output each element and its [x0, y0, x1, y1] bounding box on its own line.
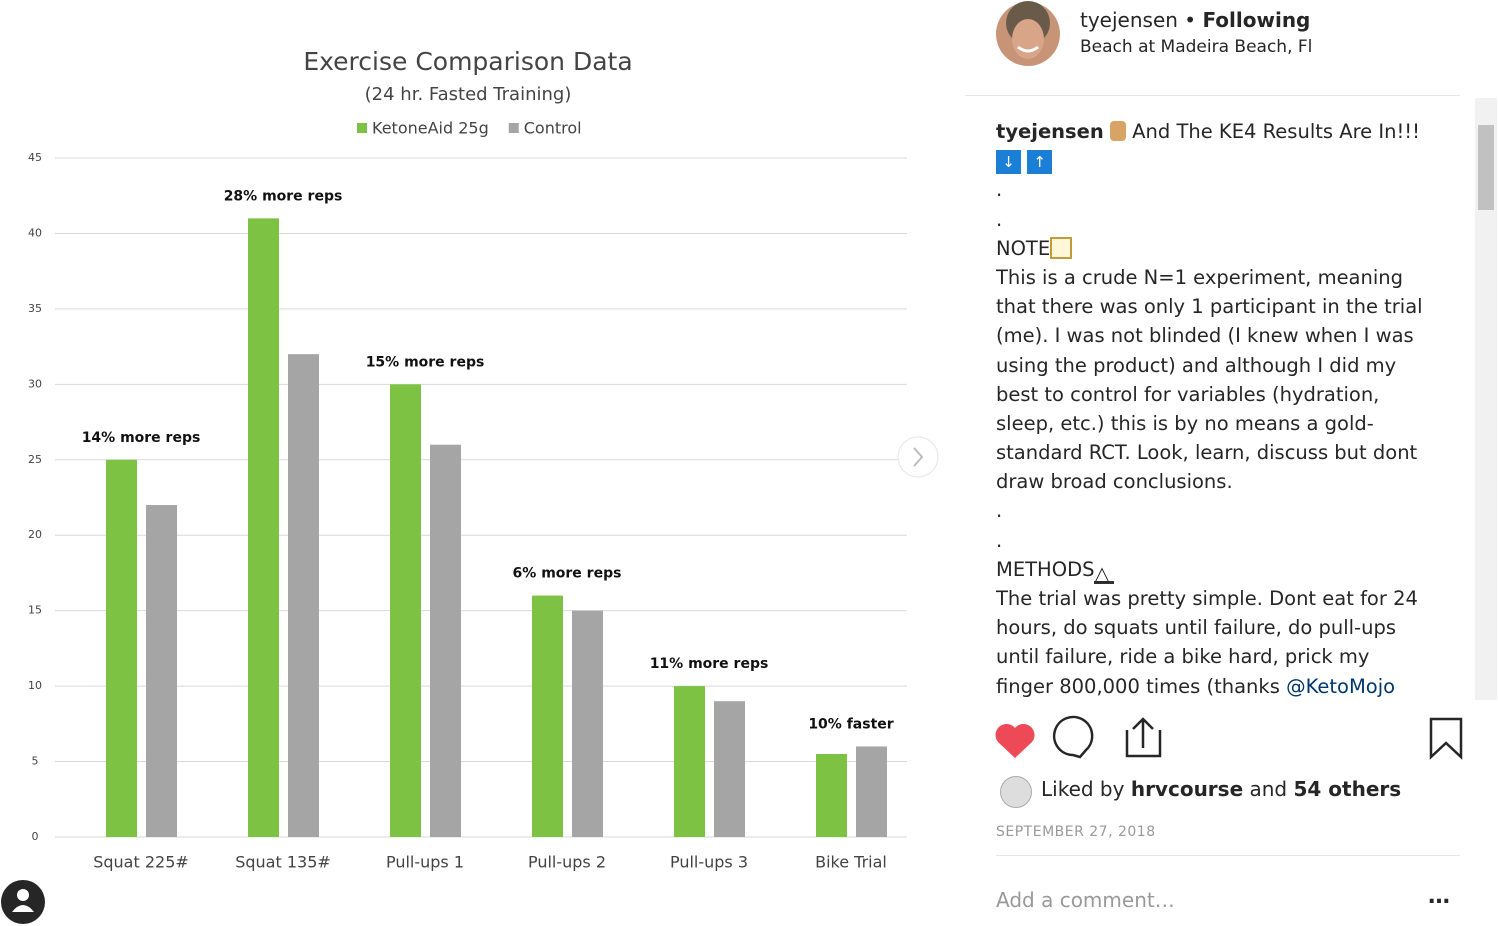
date[interactable]: SEPTEMBER 27, 2018	[996, 824, 1156, 840]
bar	[106, 459, 137, 837]
y-tick-label: 40	[28, 226, 42, 239]
caption-line: (me). I was not blinded (I knew when I w…	[996, 324, 1414, 348]
x-tick-label: Squat 135#	[235, 853, 331, 872]
caption-line: best to control for variables (hydration…	[996, 382, 1380, 406]
chart: Exercise Comparison Data (24 hr. Fasted …	[1, 47, 939, 924]
post-panel: tyejensen • Following Beach at Madeira B…	[965, 0, 1498, 926]
dot: .	[996, 207, 1003, 231]
caption-line: finger 800,000 times (thanks @KetoMojo	[996, 672, 1471, 699]
caption-line: until failure, ride a bike hard, prick m…	[996, 645, 1370, 669]
y-tick-label: 5	[32, 755, 39, 768]
y-tick-label: 35	[28, 302, 42, 315]
methods-heading: METHODS	[996, 557, 1095, 581]
emoji: ↑	[1027, 149, 1053, 174]
likes-prefix: Liked by	[1041, 777, 1125, 801]
caption-line: standard RCT. Look, learn, discuss but d…	[996, 441, 1418, 465]
dot: .	[996, 528, 1003, 552]
avatar[interactable]	[994, 1, 1062, 69]
annotation: 15% more reps	[366, 354, 485, 370]
x-tick-label: Pull-ups 1	[386, 853, 464, 872]
caption-line: finger 800,000 times (thanks	[996, 674, 1280, 698]
legend-swatch	[357, 123, 367, 133]
divider	[996, 855, 1460, 856]
x-tick-label: Pull-ups 2	[528, 853, 606, 872]
y-tick-label: 15	[28, 604, 42, 617]
liker[interactable]: hrvcourse	[1130, 777, 1244, 801]
like-button[interactable]	[995, 723, 1035, 758]
annotation: 28% more reps	[224, 188, 343, 204]
bar	[674, 686, 705, 837]
dot: .	[996, 499, 1003, 523]
bar	[390, 384, 421, 837]
emoji	[1109, 121, 1126, 141]
bar	[856, 746, 887, 837]
caption-line: that there was only 1 participant in the…	[996, 295, 1423, 319]
bar	[816, 754, 847, 837]
user-tag-button[interactable]	[1, 880, 45, 924]
x-tick-label: Squat 225#	[93, 853, 189, 872]
caption-line: The trial was pretty simple. Dont eat fo…	[996, 587, 1418, 610]
caption: tyejensen And The KE4 Results Are In!!! …	[996, 117, 1471, 699]
caption-author[interactable]: tyejensen	[996, 120, 1104, 143]
chart-title: Exercise Comparison Data	[303, 47, 632, 76]
author[interactable]: tyejensen	[1080, 8, 1178, 32]
caption-line: hours, do squats until failure, do pull-…	[996, 616, 1396, 640]
x-tick-label: Pull-ups 3	[670, 853, 748, 872]
scrollbar[interactable]	[1475, 98, 1497, 700]
liker-avatar[interactable]	[1000, 776, 1032, 808]
annotation: 6% more reps	[513, 566, 622, 582]
comment-input[interactable]: Add a comment…	[996, 888, 1175, 912]
comment-button[interactable]	[1052, 715, 1094, 759]
note-heading: NOTE	[996, 236, 1051, 260]
next-button[interactable]	[897, 436, 939, 478]
bar	[288, 354, 319, 837]
dot: .	[996, 178, 1003, 202]
emoji: △	[1094, 559, 1115, 585]
likes-middle: and	[1249, 777, 1288, 801]
separator: •	[1184, 8, 1197, 32]
bar	[248, 218, 279, 837]
y-tick-label: 30	[28, 377, 42, 390]
legend-label: KetoneAid 25g	[372, 119, 489, 138]
bar	[532, 595, 563, 837]
scroll-thumb[interactable]	[1478, 125, 1494, 210]
annotation: 14% more reps	[82, 430, 201, 446]
user-tag-icon	[12, 905, 34, 912]
bar	[146, 505, 177, 837]
annotation: 11% more reps	[650, 656, 769, 672]
more-options[interactable]: …	[1428, 884, 1450, 909]
chart-subtitle: (24 hr. Fasted Training)	[365, 84, 572, 105]
follow-button[interactable]: Following	[1202, 8, 1311, 32]
actions	[995, 715, 1463, 760]
mention[interactable]: @KetoMojo	[1286, 674, 1396, 698]
location[interactable]: Beach at Madeira Beach, Fl	[1080, 37, 1313, 57]
annotation: 10% faster	[808, 716, 893, 732]
caption-line: using the product) and although I did my	[996, 353, 1397, 377]
x-tick-label: Bike Trial	[815, 853, 887, 872]
y-tick-label: 10	[28, 679, 42, 692]
emoji: ↓	[996, 149, 1021, 174]
caption-line: This is a crude N=1 experiment, meaning	[996, 265, 1404, 289]
bar	[430, 444, 461, 837]
emoji	[1050, 236, 1073, 259]
bar	[714, 701, 745, 837]
user-tag-icon	[17, 889, 29, 901]
next-icon	[913, 447, 924, 467]
y-tick-label: 25	[28, 453, 42, 466]
y-tick-label: 45	[28, 151, 42, 164]
caption-line: sleep, etc.) this is by no means a gold-	[996, 411, 1374, 435]
y-tick-label: 0	[32, 830, 39, 843]
bar	[572, 610, 603, 837]
divider	[965, 95, 1460, 96]
save-button[interactable]	[1429, 717, 1463, 760]
caption-line: draw broad conclusions.	[996, 470, 1233, 494]
legend-swatch	[508, 123, 519, 133]
likes-count[interactable]: 54 others	[1293, 777, 1402, 801]
share-button[interactable]	[1125, 717, 1162, 758]
headline: And The KE4 Results Are In!!!	[1132, 120, 1420, 143]
legend-label: Control	[524, 119, 582, 138]
y-tick-label: 20	[28, 528, 42, 541]
